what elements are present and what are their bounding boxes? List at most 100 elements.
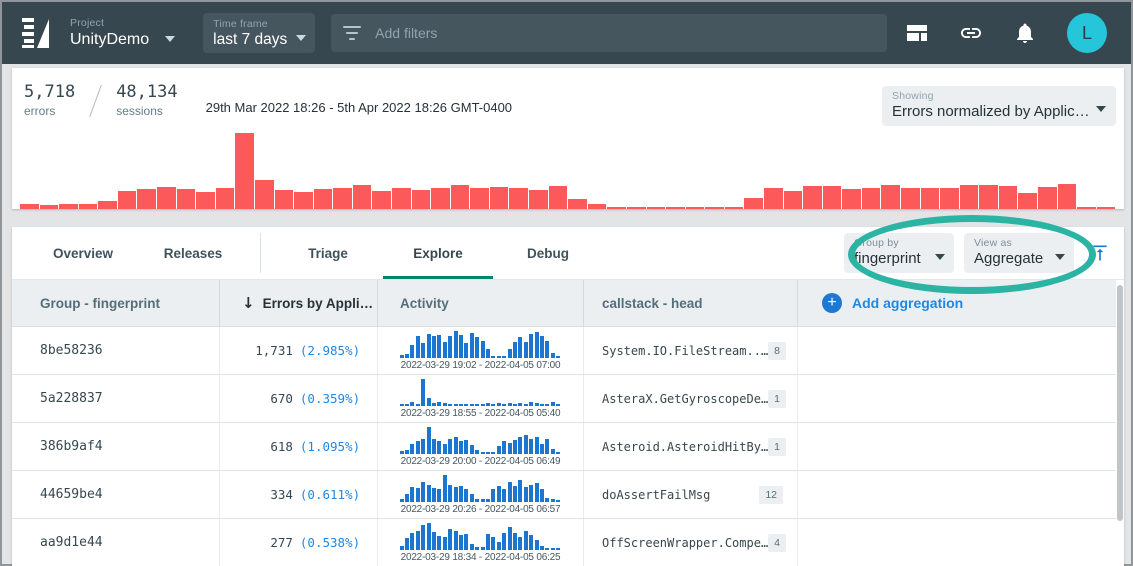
histogram-bar[interactable] [1077,207,1096,209]
histogram-bar[interactable] [725,207,744,209]
histogram-bar[interactable] [588,204,607,209]
table-scrollbar[interactable] [1116,280,1124,566]
histogram-bar[interactable] [431,188,450,209]
histogram-bar[interactable] [979,185,998,209]
histogram-bar[interactable] [294,192,313,209]
table-row[interactable]: 44659be4334(0.611%)2022-03-29 20:26 - 20… [12,471,1116,519]
histogram-bar[interactable] [764,188,783,209]
histogram-bar[interactable] [235,133,254,209]
fingerprint-cell[interactable]: 44659be4 [12,471,220,518]
sparkline-bar [443,475,447,502]
timeframe-selector[interactable]: Time frame last 7 days [203,13,315,53]
sparkline-bar [491,537,495,549]
histogram-bar[interactable] [842,189,861,209]
fingerprint-cell[interactable]: 8be58236 [12,327,220,374]
histogram-bar[interactable] [20,204,39,209]
histogram-bar[interactable] [353,185,372,209]
histogram-bar[interactable] [549,186,568,209]
histogram-bar[interactable] [921,188,940,209]
histogram-bar[interactable] [79,204,98,209]
histogram-bar[interactable] [784,191,803,209]
fingerprint-value: 8be58236 [40,343,103,358]
histogram-bar[interactable] [177,189,196,209]
column-header-errors[interactable]: ↓ Errors by Appli… [220,280,378,326]
histogram-bar[interactable] [275,190,294,209]
histogram-bar[interactable] [1038,187,1057,209]
histogram-bar[interactable] [666,207,685,209]
tab-triage[interactable]: Triage [273,227,383,279]
filters-bar[interactable] [331,14,887,52]
fingerprint-cell[interactable]: 5a228837 [12,375,220,422]
fingerprint-cell[interactable]: aa9d1e44 [12,519,220,566]
histogram-bar[interactable] [509,188,528,209]
add-filters-input[interactable] [375,25,875,41]
group-by-selector[interactable]: Group by fingerprint [844,233,954,273]
sparkline-bar [497,446,501,454]
histogram-bar[interactable] [137,189,156,209]
histogram-bar[interactable] [686,207,705,209]
histogram-bar[interactable] [1097,207,1116,209]
tab-overview[interactable]: Overview [28,227,138,279]
histogram-bar[interactable] [451,185,470,209]
sparkline-bar [416,531,420,550]
histogram-bar[interactable] [392,188,411,209]
histogram-bar[interactable] [216,188,235,209]
histogram-bar[interactable] [705,207,724,209]
column-header-activity[interactable]: Activity [378,280,584,326]
histogram-bar[interactable] [118,191,137,209]
notifications-bell-icon[interactable] [1013,21,1037,45]
histogram-bar[interactable] [960,185,979,209]
sparkline-bar [502,441,506,453]
table-row[interactable]: aa9d1e44277(0.538%)2022-03-29 18:34 - 20… [12,519,1116,566]
errors-histogram[interactable] [20,133,1116,209]
tab-debug[interactable]: Debug [493,227,603,279]
scrollbar-thumb[interactable] [1117,285,1123,521]
fingerprint-cell[interactable]: 386b9af4 [12,423,220,470]
scroll-to-top-icon[interactable] [1090,243,1110,263]
histogram-bar[interactable] [40,205,59,209]
link-icon[interactable] [959,21,983,45]
histogram-bar[interactable] [901,188,920,209]
histogram-bar[interactable] [59,204,78,209]
fingerprint-value: 44659be4 [40,487,103,502]
histogram-bar[interactable] [881,185,900,209]
column-header-callstack[interactable]: callstack - head [584,280,798,326]
histogram-bar[interactable] [470,188,489,209]
showing-selector[interactable]: Showing Errors normalized by Applic… [882,86,1116,126]
histogram-bar[interactable] [196,192,215,209]
histogram-bar[interactable] [255,180,274,209]
histogram-bar[interactable] [803,186,822,209]
histogram-bar[interactable] [1058,184,1077,209]
histogram-bar[interactable] [372,191,391,209]
user-avatar[interactable]: L [1067,13,1107,53]
histogram-bar[interactable] [862,188,881,209]
table-row[interactable]: 386b9af4618(1.095%)2022-03-29 20:00 - 20… [12,423,1116,471]
histogram-bar[interactable] [157,187,176,209]
histogram-bar[interactable] [627,207,646,209]
view-as-selector[interactable]: View as Aggregate [964,233,1074,273]
histogram-bar[interactable] [1018,193,1037,209]
histogram-bar[interactable] [744,198,763,209]
project-selector[interactable]: Project UnityDemo [70,17,175,49]
sparkline-bar [556,452,560,453]
histogram-bar[interactable] [98,201,117,209]
histogram-bar[interactable] [647,207,666,209]
histogram-bar[interactable] [314,189,333,209]
sparkline-bar [459,486,463,502]
histogram-bar[interactable] [607,207,626,209]
histogram-bar[interactable] [529,190,548,209]
table-row[interactable]: 8be582361,731(2.985%)2022-03-29 19:02 - … [12,327,1116,375]
histogram-bar[interactable] [568,199,587,209]
add-aggregation-button[interactable]: + Add aggregation [798,280,1116,326]
tab-explore[interactable]: Explore [383,227,493,279]
column-header-fingerprint[interactable]: Group - fingerprint [12,280,220,326]
histogram-bar[interactable] [490,187,509,209]
dashboards-icon[interactable] [905,21,929,45]
table-row[interactable]: 5a228837670(0.359%)2022-03-29 18:55 - 20… [12,375,1116,423]
histogram-bar[interactable] [412,190,431,209]
histogram-bar[interactable] [999,186,1018,209]
histogram-bar[interactable] [333,188,352,209]
tab-releases[interactable]: Releases [138,227,248,279]
histogram-bar[interactable] [823,186,842,209]
histogram-bar[interactable] [940,188,959,209]
